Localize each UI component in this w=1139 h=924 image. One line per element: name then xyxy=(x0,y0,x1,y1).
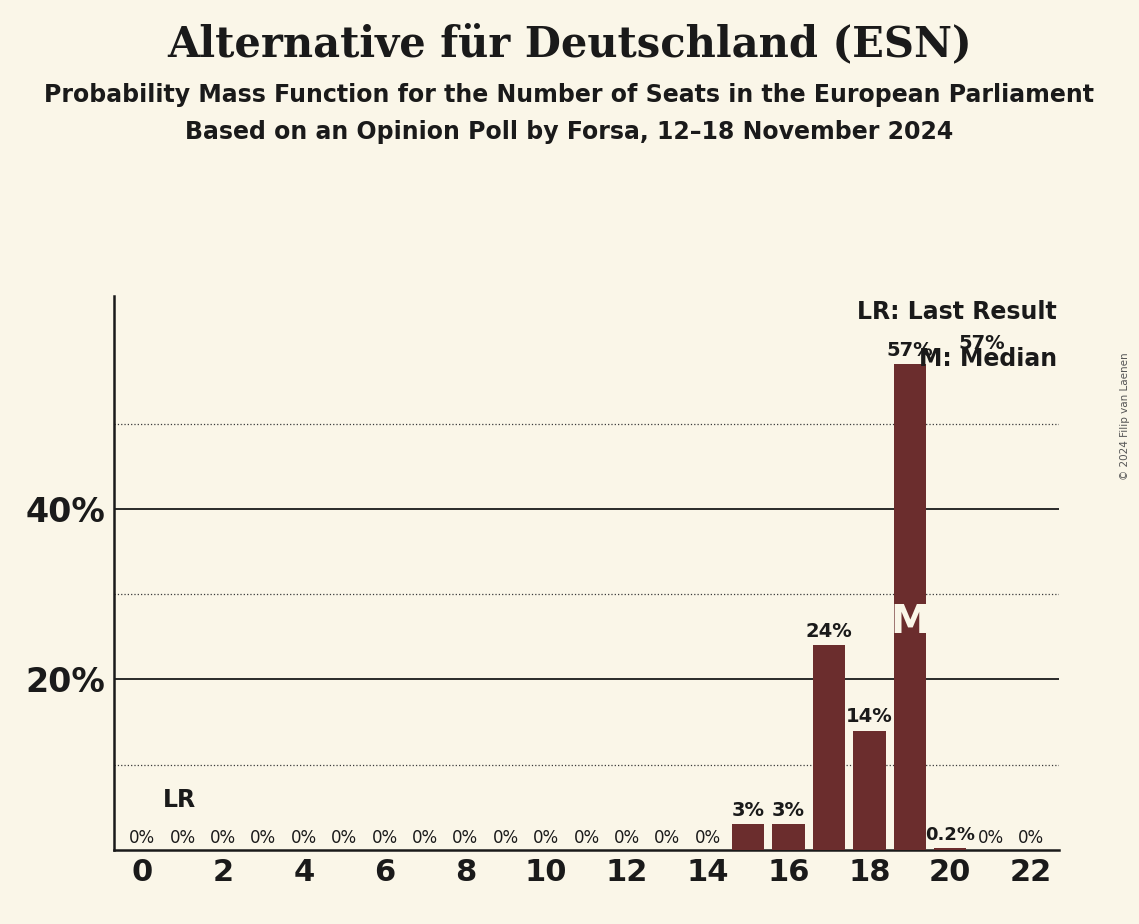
Bar xyxy=(732,824,764,850)
Text: Probability Mass Function for the Number of Seats in the European Parliament: Probability Mass Function for the Number… xyxy=(44,83,1095,107)
Text: 0%: 0% xyxy=(129,829,155,846)
Text: 0%: 0% xyxy=(614,829,640,846)
Bar xyxy=(853,731,885,850)
Text: M: M xyxy=(891,602,929,640)
Text: 0%: 0% xyxy=(210,829,236,846)
Text: 3%: 3% xyxy=(731,801,764,821)
Text: 3%: 3% xyxy=(772,801,805,821)
Text: 57%: 57% xyxy=(886,341,933,359)
Text: LR: LR xyxy=(163,787,196,811)
Text: 0%: 0% xyxy=(493,829,519,846)
Text: 0%: 0% xyxy=(574,829,599,846)
Text: LR: Last Result: LR: Last Result xyxy=(858,300,1057,324)
Bar xyxy=(934,848,966,850)
Text: 0%: 0% xyxy=(290,829,317,846)
Bar xyxy=(772,824,805,850)
Text: Alternative für Deutschland (ESN): Alternative für Deutschland (ESN) xyxy=(167,23,972,65)
Bar xyxy=(813,645,845,850)
Text: 57%: 57% xyxy=(958,334,1005,353)
Text: 0%: 0% xyxy=(533,829,559,846)
Text: 0%: 0% xyxy=(170,829,196,846)
Text: 0%: 0% xyxy=(654,829,680,846)
Text: 0%: 0% xyxy=(695,829,721,846)
Bar xyxy=(894,364,926,850)
Text: 0.2%: 0.2% xyxy=(925,826,975,845)
Text: 0%: 0% xyxy=(977,829,1003,846)
Text: 0%: 0% xyxy=(1018,829,1044,846)
Text: 0%: 0% xyxy=(371,829,398,846)
Text: 0%: 0% xyxy=(412,829,439,846)
Text: M: Median: M: Median xyxy=(919,346,1057,371)
Text: 14%: 14% xyxy=(846,708,893,726)
Text: © 2024 Filip van Laenen: © 2024 Filip van Laenen xyxy=(1120,352,1130,480)
Text: 0%: 0% xyxy=(452,829,478,846)
Text: 0%: 0% xyxy=(251,829,277,846)
Text: 0%: 0% xyxy=(331,829,358,846)
Text: Based on an Opinion Poll by Forsa, 12–18 November 2024: Based on an Opinion Poll by Forsa, 12–18… xyxy=(186,120,953,144)
Text: 24%: 24% xyxy=(805,622,852,641)
